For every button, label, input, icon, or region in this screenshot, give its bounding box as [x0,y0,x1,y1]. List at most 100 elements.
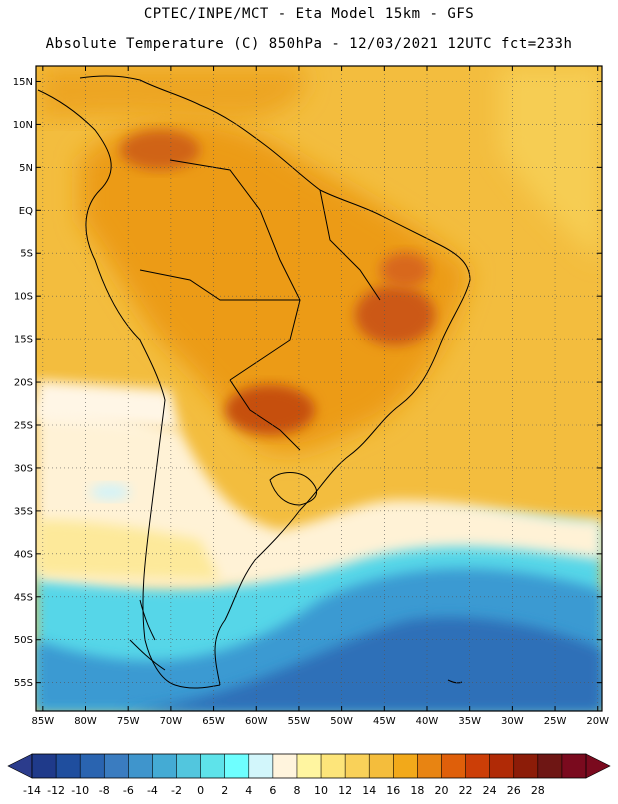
colorbar-swatch [441,754,467,778]
colorbar-swatch [513,754,539,778]
colorbar-over-arrow [585,753,611,779]
colorbar-swatch [345,754,370,778]
colorbar-frame [31,753,587,779]
title-line-2: Absolute Temperature (C) 850hPa - 12/03/… [45,36,573,52]
colorbar-under-arrow [7,753,33,779]
colorbar-swatch [537,754,563,778]
field-mild-west [36,380,180,430]
colorbar-label: 20 [434,784,448,797]
lon-label: 75W [117,716,140,727]
colorbar-label: -2 [171,784,182,797]
hotspot-northeast [380,252,430,288]
colorbar-label: 12 [338,784,352,797]
lat-label: 30S [14,463,33,474]
coast-west [37,89,221,689]
lon-label: 20W [586,716,609,727]
lat-label: 20S [14,378,33,389]
lon-label: 25W [544,716,567,727]
field-coldest-band [120,617,602,711]
colorbar-swatch [152,754,178,778]
coast-uruguay [269,472,318,506]
colorbar-swatch [321,754,346,778]
lon-label: 60W [245,716,268,727]
lat-label: 40S [14,549,33,560]
colorbar-label: -6 [123,784,134,797]
plot-frame [35,65,603,712]
colorbar-label: 14 [362,784,376,797]
field-hot-continent [80,118,470,453]
colorbar-label: 18 [410,784,424,797]
hotspot-colombia [120,130,200,170]
colorbar-swatch [417,754,442,778]
colorbar-label: 4 [245,784,252,797]
colorbar-label: 8 [293,784,300,797]
colorbar-swatch [104,754,129,778]
coast-east [79,75,471,686]
lat-label: 5N [19,163,33,174]
lon-label: 70W [160,716,183,727]
colorbar-swatch [224,754,250,778]
lon-label: 55W [288,716,311,727]
colorbar-swatch [248,754,274,778]
colorbar-swatch [465,754,491,778]
lon-label: 65W [202,716,225,727]
colorbar-label: 16 [386,784,400,797]
lat-label: EQ [19,206,33,217]
colorbar-swatch [393,754,418,778]
lon-label: 50W [330,716,353,727]
temperature-field [36,66,602,711]
lat-label: 10S [14,292,33,303]
colorbar-swatch [32,754,57,778]
lon-label: 80W [74,716,97,727]
border-3 [229,379,301,451]
colorbar-label: 6 [269,784,276,797]
colorbar-label: -14 [23,784,41,797]
colorbar-swatch [561,754,587,778]
colorbar-swatch [200,754,226,778]
lat-label: 10N [13,120,33,131]
colorbar-label: -10 [71,784,89,797]
colorbar-swatch [272,754,298,778]
lat-label: 5S [20,249,33,260]
colorbar: -14 -12 -10 -8 -6 -4 -2 0 2 4 6 8 10 12 14 16 18 20 22 24 26… [7,753,611,797]
lat-label: 55S [14,678,33,689]
border-4 [319,189,381,301]
lon-label: 35W [458,716,481,727]
hotspot-bahia [355,285,435,345]
colorbar-swatch [80,754,105,778]
lon-label: 85W [32,716,55,727]
colorbar-label: 22 [459,784,473,797]
colorbar-label: 10 [314,784,328,797]
lat-label: 15N [13,77,33,88]
colorbar-label: 2 [221,784,228,797]
lon-label: 40W [416,716,439,727]
cool-patch-pacific [90,484,130,500]
lat-label: 25S [14,421,33,432]
lon-label: 30W [501,716,524,727]
colorbar-swatch [56,754,81,778]
colorbar-swatch [176,754,202,778]
lat-label: 50S [14,635,33,646]
lat-label: 35S [14,506,33,517]
colorbar-label: -4 [147,784,158,797]
title-line-1: CPTEC/INPE/MCT - Eta Model 15km - GFS [143,6,475,22]
coastlines [37,75,471,689]
hotspot-paraguay [225,385,315,435]
coast-chile-fjords [129,599,166,671]
border-1 [169,159,301,381]
colorbar-label: -12 [47,784,65,797]
colorbar-label: 28 [531,784,545,797]
colorbar-swatch [128,754,153,778]
axis-ticks: 15N 10N 5N EQ 5S 10S 15S 20S 25S 30S 35S 40S 45S 50S 5… [13,66,609,727]
border-2 [139,269,300,301]
colorbar-swatch [369,754,394,778]
colorbar-swatch [296,754,322,778]
colorbar-label: 26 [507,784,521,797]
colorbar-swatch [489,754,515,778]
colorbar-label: 24 [483,784,497,797]
lat-label: 45S [14,592,33,603]
lon-label: 45W [373,716,396,727]
field-pale-atlantic [500,66,602,260]
